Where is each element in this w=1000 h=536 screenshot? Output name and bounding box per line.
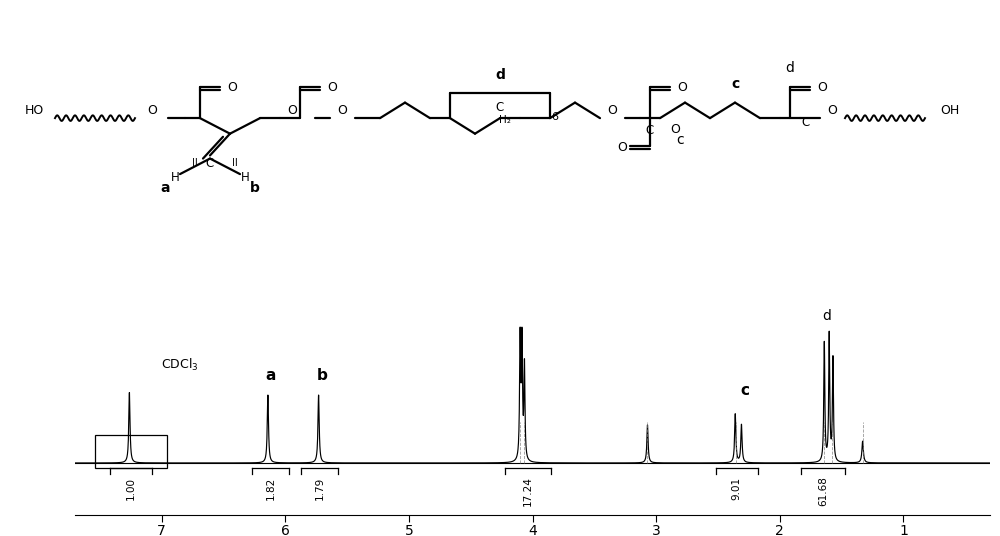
Text: 17.24: 17.24 [523,477,533,507]
Text: HO: HO [25,104,44,117]
Text: a: a [265,368,276,383]
Text: O: O [327,80,337,94]
Text: H: H [241,170,249,184]
Text: b: b [250,181,260,195]
Text: 1.79: 1.79 [315,477,325,500]
Text: d: d [495,68,505,81]
Text: a: a [160,181,170,195]
Text: c: c [741,383,750,398]
Text: d: d [822,309,831,323]
Text: O: O [670,123,680,136]
Text: O: O [337,104,347,117]
Text: C: C [646,124,654,137]
Text: C: C [206,157,214,170]
Text: O: O [617,141,627,154]
Bar [95,435,167,468]
Text: CDCl$_3$: CDCl$_3$ [161,357,199,374]
Text: II: II [192,158,198,168]
Text: O: O [677,80,687,94]
Text: d: d [786,62,794,76]
Text: 9.01: 9.01 [732,477,742,500]
Text: C: C [801,116,809,129]
Text: O: O [287,104,297,117]
Text: OH: OH [940,104,959,117]
Text: 6: 6 [552,111,558,122]
Text: H: H [171,170,179,184]
Text: c: c [676,133,684,147]
Text: O: O [147,104,157,117]
Text: II: II [232,158,238,168]
Text: c: c [731,77,739,91]
Text: C: C [496,101,504,114]
Text: O: O [817,80,827,94]
Text: 1.00: 1.00 [126,477,136,500]
Text: O: O [227,80,237,94]
Text: O: O [827,104,837,117]
Text: O: O [607,104,617,117]
Text: H₂: H₂ [499,115,511,125]
Text: 61.68: 61.68 [818,477,828,507]
Text: 1.82: 1.82 [265,477,275,500]
Text: b: b [317,368,328,383]
